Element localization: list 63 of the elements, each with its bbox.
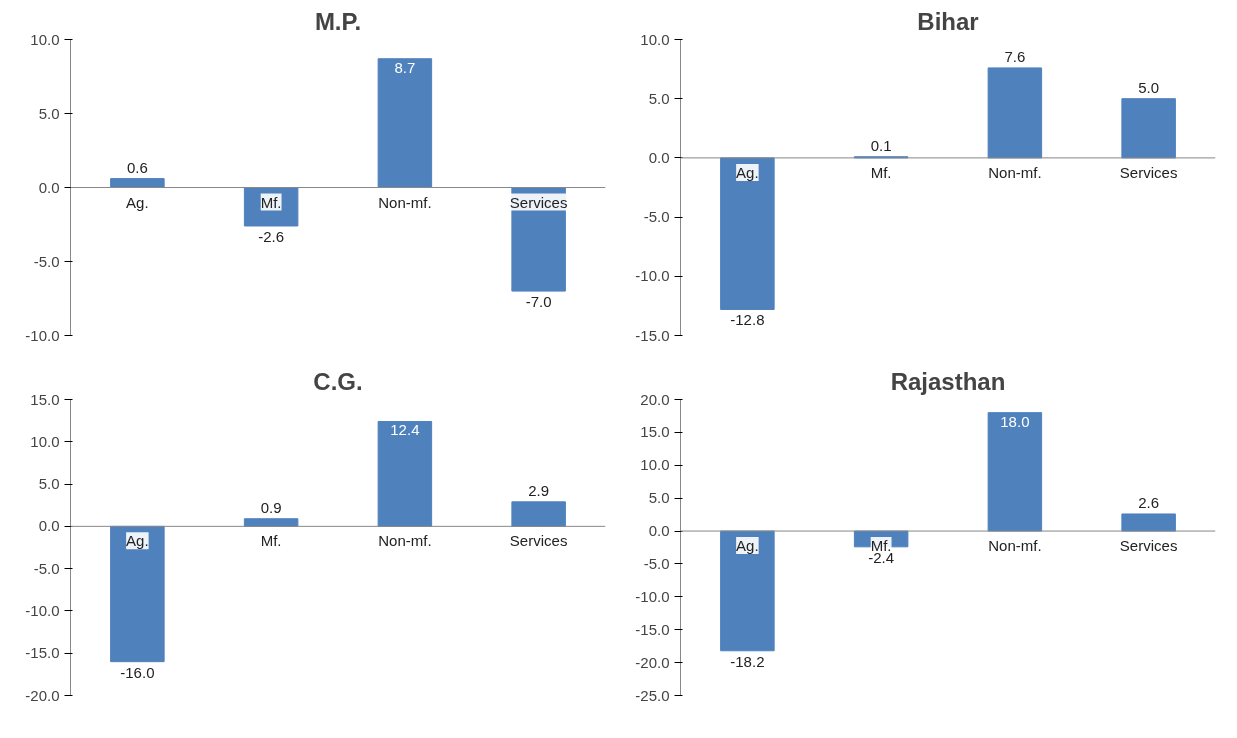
chart-title: Rajasthan [890, 367, 1006, 395]
data-label: 0.9 [260, 498, 282, 516]
data-label: 18.0 [1000, 412, 1030, 430]
y-tick-label: 10.0 [640, 456, 670, 474]
y-tick-label: -5.0 [33, 252, 60, 270]
y-tick-label: 0.0 [38, 517, 60, 535]
data-label: -7.0 [525, 293, 552, 311]
data-label: -2.6 [258, 227, 285, 245]
y-tick-label: -25.0 [635, 686, 670, 704]
x-tick-label: Non-mf. [988, 537, 1042, 555]
data-label: 7.6 [1004, 47, 1026, 65]
y-tick-label: -10.0 [25, 326, 60, 344]
data-label: 5.0 [1138, 78, 1160, 96]
y-tick-label: 15.0 [640, 423, 670, 441]
y-tick-label: 20.0 [640, 390, 670, 408]
y-tick-label: 0.0 [648, 522, 670, 540]
y-tick-label: -15.0 [25, 644, 60, 662]
y-tick-label: 10.0 [30, 30, 60, 48]
data-label: 12.4 [390, 421, 420, 439]
y-tick-label: -20.0 [25, 686, 60, 704]
y-tick-label: -10.0 [25, 601, 60, 619]
data-label: -12.8 [730, 311, 765, 329]
y-tick-label: 5.0 [38, 475, 60, 493]
x-tick-label: Mf. [870, 163, 892, 181]
y-tick-label: 5.0 [648, 489, 670, 507]
data-label: 2.6 [1138, 493, 1160, 511]
chart-title: M.P. [314, 7, 362, 35]
x-tick-label: Services [1119, 537, 1178, 555]
x-tick-label: Ag. [126, 193, 149, 211]
x-tick-label: Mf. [260, 532, 282, 550]
data-label: 0.1 [870, 136, 892, 154]
y-tick-label: 15.0 [30, 390, 60, 408]
y-tick-label: -5.0 [33, 559, 60, 577]
data-label: 8.7 [394, 58, 416, 76]
x-tick-label: Non-mf. [378, 532, 432, 550]
x-tick-label: Ag. [736, 163, 759, 181]
x-tick-label: Services [1119, 163, 1178, 181]
y-tick-label: -10.0 [635, 267, 670, 285]
y-tick-label: -5.0 [643, 208, 670, 226]
data-label: -18.2 [730, 652, 765, 670]
data-label: 0.6 [126, 158, 148, 176]
x-tick-label: Mf. [260, 193, 282, 211]
x-tick-label: Non-mf. [988, 163, 1042, 181]
y-tick-label: 10.0 [30, 432, 60, 450]
x-tick-label: Services [509, 532, 568, 550]
y-tick-label: -20.0 [635, 653, 670, 671]
y-tick-label: -5.0 [643, 554, 670, 572]
data-label: -16.0 [120, 663, 155, 681]
chart-title: C.G. [313, 367, 363, 395]
y-tick-label: 5.0 [38, 104, 60, 122]
x-tick-label: Services [509, 193, 568, 211]
y-tick-label: -15.0 [635, 620, 670, 638]
chart-title: Bihar [917, 7, 979, 35]
y-tick-label: -10.0 [635, 587, 670, 605]
y-tick-label: 10.0 [640, 30, 670, 48]
data-label: 2.9 [528, 481, 550, 499]
x-tick-label: Non-mf. [378, 193, 432, 211]
y-tick-label: 5.0 [648, 89, 670, 107]
y-tick-label: -15.0 [635, 326, 670, 344]
y-tick-label: 0.0 [648, 148, 670, 166]
x-tick-label: Ag. [736, 537, 759, 555]
y-tick-label: 0.0 [38, 178, 60, 196]
x-tick-label: Ag. [126, 532, 149, 550]
